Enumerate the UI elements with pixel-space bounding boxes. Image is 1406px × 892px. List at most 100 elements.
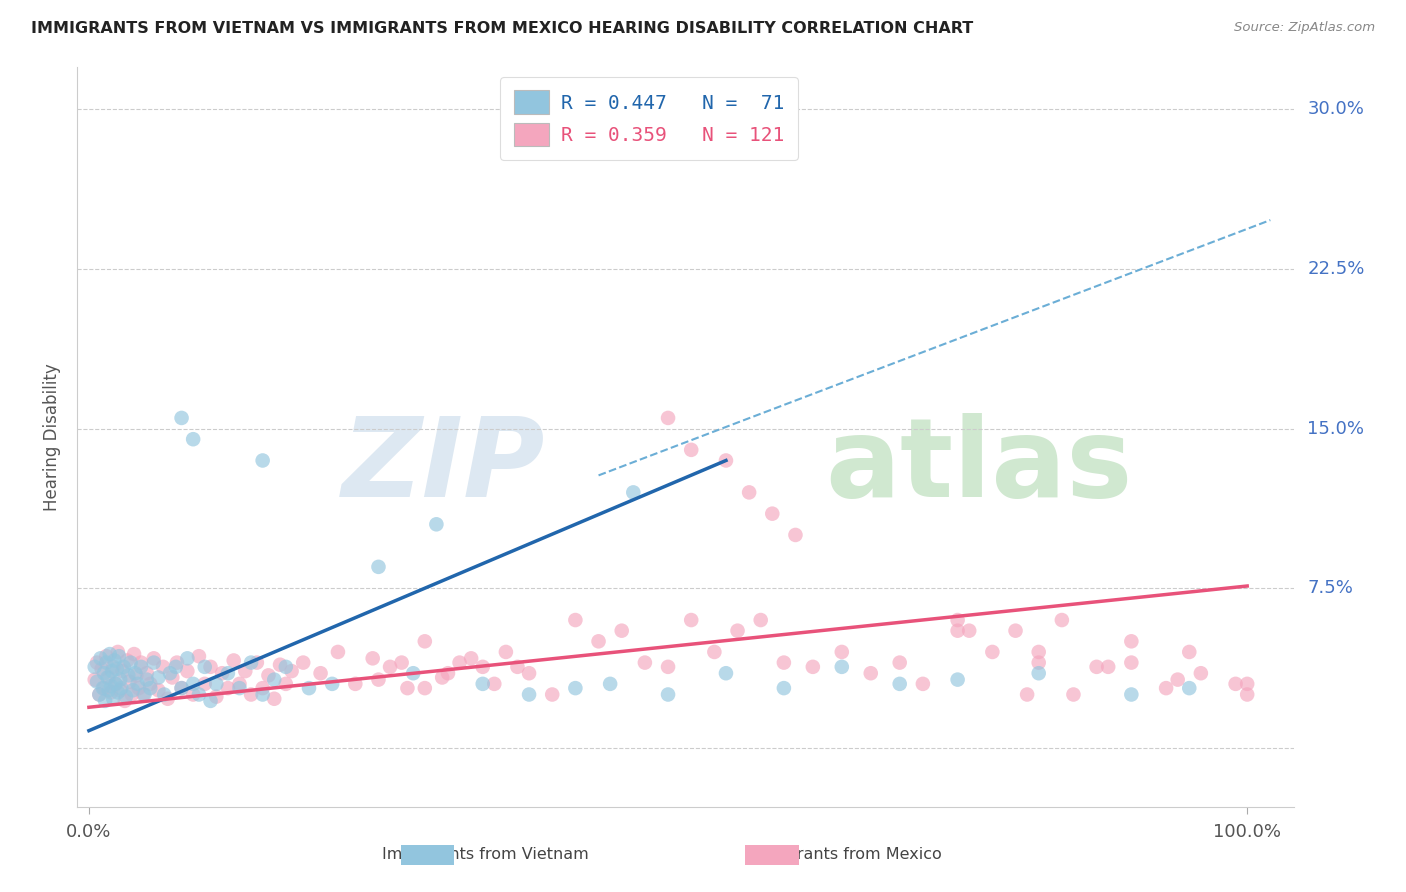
Point: [413, 681, 436, 695]
Point: [142, 656, 165, 670]
Point: [96, 649, 118, 664]
Point: [1062, 688, 1084, 702]
Point: [541, 688, 564, 702]
Point: [181, 432, 204, 446]
Point: [471, 660, 494, 674]
Point: [1178, 645, 1201, 659]
Point: [205, 690, 228, 704]
Point: [98, 647, 121, 661]
Text: Immigrants from Vietnam: Immigrants from Vietnam: [381, 847, 589, 862]
Point: [449, 656, 471, 670]
Point: [205, 677, 228, 691]
Point: [86, 674, 108, 689]
Point: [188, 688, 211, 702]
Point: [211, 666, 233, 681]
Point: [298, 681, 321, 695]
Point: [1121, 656, 1143, 670]
Point: [280, 664, 302, 678]
Point: [657, 411, 679, 425]
Point: [228, 677, 250, 691]
Text: Immigrants from Mexico: Immigrants from Mexico: [745, 847, 942, 862]
Point: [108, 683, 131, 698]
Point: [621, 485, 644, 500]
Point: [1028, 645, 1050, 659]
Point: [263, 691, 285, 706]
Point: [274, 660, 297, 674]
Point: [107, 645, 129, 659]
Point: [378, 660, 401, 674]
Point: [321, 677, 343, 691]
Point: [252, 688, 274, 702]
Point: [217, 666, 239, 681]
Point: [292, 656, 315, 670]
Point: [1017, 688, 1039, 702]
Point: [714, 666, 737, 681]
Point: [108, 673, 131, 687]
Point: [233, 664, 256, 678]
Point: [166, 656, 188, 670]
Point: [367, 559, 389, 574]
Point: [104, 677, 127, 691]
Point: [240, 656, 263, 670]
Point: [108, 649, 131, 664]
Point: [240, 688, 263, 702]
Point: [252, 681, 274, 695]
Point: [889, 656, 911, 670]
Point: [217, 681, 239, 695]
Point: [957, 624, 980, 638]
Point: [122, 647, 145, 661]
Point: [681, 442, 703, 457]
Point: [152, 660, 174, 674]
Point: [1028, 666, 1050, 681]
Point: [911, 677, 934, 691]
Point: [181, 688, 204, 702]
Point: [801, 660, 824, 674]
Point: [309, 666, 332, 681]
Point: [159, 666, 181, 681]
Point: [162, 671, 184, 685]
Point: [367, 673, 389, 687]
Point: [402, 666, 425, 681]
Point: [946, 613, 969, 627]
Point: [170, 411, 193, 425]
Point: [599, 677, 621, 691]
Point: [1236, 688, 1258, 702]
Point: [946, 673, 969, 687]
Point: [128, 681, 150, 695]
Point: [129, 656, 152, 670]
Point: [148, 683, 170, 698]
Point: [176, 651, 198, 665]
Point: [96, 671, 118, 685]
Point: [110, 681, 132, 695]
Point: [773, 656, 796, 670]
Point: [89, 688, 111, 702]
Point: [1050, 613, 1073, 627]
Point: [714, 453, 737, 467]
Point: [105, 662, 128, 676]
Point: [1225, 677, 1247, 691]
Point: [269, 657, 291, 672]
Point: [96, 656, 118, 670]
Point: [100, 685, 122, 699]
Point: [91, 681, 114, 695]
Point: [773, 681, 796, 695]
Point: [135, 666, 157, 681]
Point: [117, 668, 139, 682]
Text: 15.0%: 15.0%: [1308, 419, 1364, 438]
Text: IMMIGRANTS FROM VIETNAM VS IMMIGRANTS FROM MEXICO HEARING DISABILITY CORRELATION: IMMIGRANTS FROM VIETNAM VS IMMIGRANTS FR…: [31, 21, 973, 36]
Point: [120, 656, 142, 670]
Point: [981, 645, 1004, 659]
Point: [703, 645, 725, 659]
Point: [170, 681, 193, 695]
Point: [142, 651, 165, 665]
Point: [115, 690, 138, 704]
Point: [97, 683, 120, 698]
Point: [657, 688, 679, 702]
Point: [610, 624, 633, 638]
Point: [484, 677, 506, 691]
Point: [222, 653, 245, 667]
Point: [831, 660, 853, 674]
Point: [396, 681, 419, 695]
Point: [228, 681, 250, 695]
Point: [1004, 624, 1026, 638]
